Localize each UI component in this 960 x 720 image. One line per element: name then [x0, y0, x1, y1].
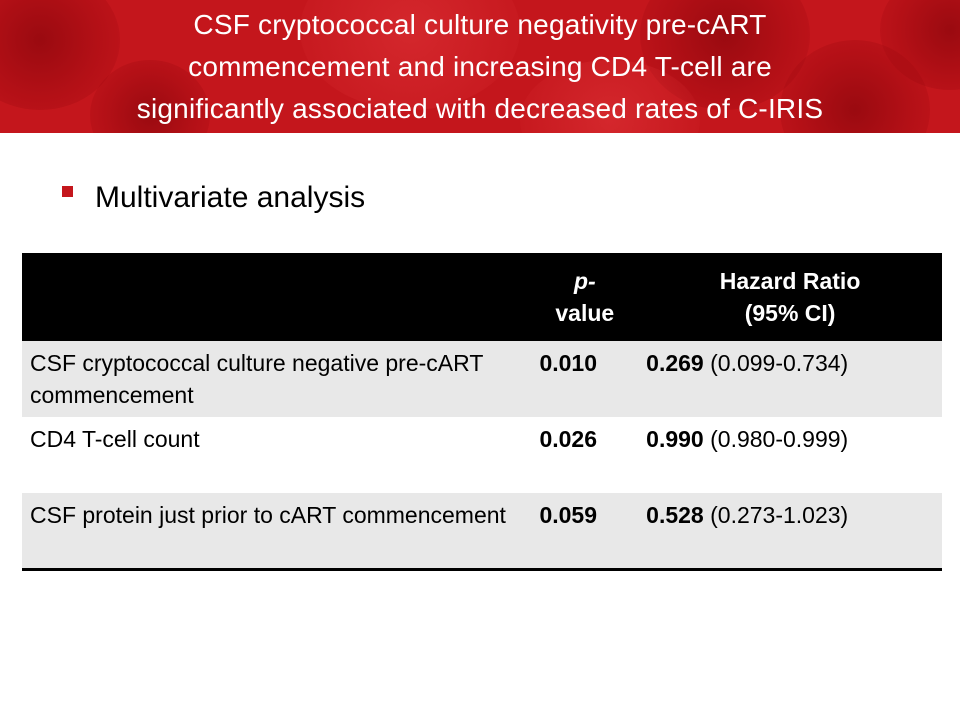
header-pvalue-value: value [555, 300, 615, 326]
row-label: CD4 T-cell count [30, 426, 200, 452]
row-hazard-ratio: 0.528 (0.273-1.023) [638, 493, 942, 571]
row-p-value: 0.010 [531, 341, 639, 417]
slide-title-line: commencement and increasing CD4 T-cell a… [188, 51, 772, 82]
bullet-item: Multivariate analysis [62, 176, 365, 220]
row-hr-value: 0.990 [646, 426, 704, 452]
table-row: CSF protein just prior to cART commencem… [22, 493, 942, 571]
square-bullet-icon [62, 185, 73, 197]
table-row: CSF cryptococcal culture negative pre-cA… [22, 341, 942, 417]
row-p-value: 0.026 [539, 426, 597, 452]
row-hr-value: 0.528 [646, 502, 704, 528]
slide-title-line: significantly associated with decreased … [136, 93, 824, 124]
multivariate-table: p- value Hazard Ratio (95% CI) CSF crypt… [22, 253, 942, 571]
row-label: CSF protein just prior to cART commencem… [22, 493, 532, 571]
row-hr-ci: (0.099-0.734) [710, 350, 849, 376]
slide-title-line: CSF cryptococcal culture negativity pre-… [193, 9, 767, 40]
header-hazard-ratio: Hazard Ratio (95% CI) [638, 253, 942, 341]
row-hr-ci: (0.980-0.999) [710, 426, 849, 452]
row-hazard-ratio: 0.269 (0.099-0.734) [638, 341, 942, 417]
row-p-value: 0.059 [531, 493, 639, 571]
header-hr-ci: (95% CI) [744, 300, 836, 326]
header-label-cell [22, 253, 532, 341]
table-header-row: p- value Hazard Ratio (95% CI) [22, 253, 942, 341]
table-row: CD4 T-cell count 0.026 0.990 (0.980-0.99… [22, 417, 942, 493]
header-hr-title: Hazard Ratio [719, 268, 861, 294]
row-hr-ci: (0.273-1.023) [710, 502, 849, 528]
row-hazard-ratio: 0.990 (0.980-0.999) [638, 417, 942, 493]
title-banner: CSF cryptococcal culture negativity pre-… [0, 0, 960, 133]
slide-title: CSF cryptococcal culture negativity pre-… [0, 4, 960, 130]
header-pvalue: p- value [531, 253, 639, 341]
row-hr-value: 0.269 [646, 350, 704, 376]
bullet-text: Multivariate analysis [95, 181, 366, 214]
header-pvalue-p: p- [573, 268, 596, 294]
row-label: CSF cryptococcal culture negative pre-cA… [22, 341, 532, 417]
